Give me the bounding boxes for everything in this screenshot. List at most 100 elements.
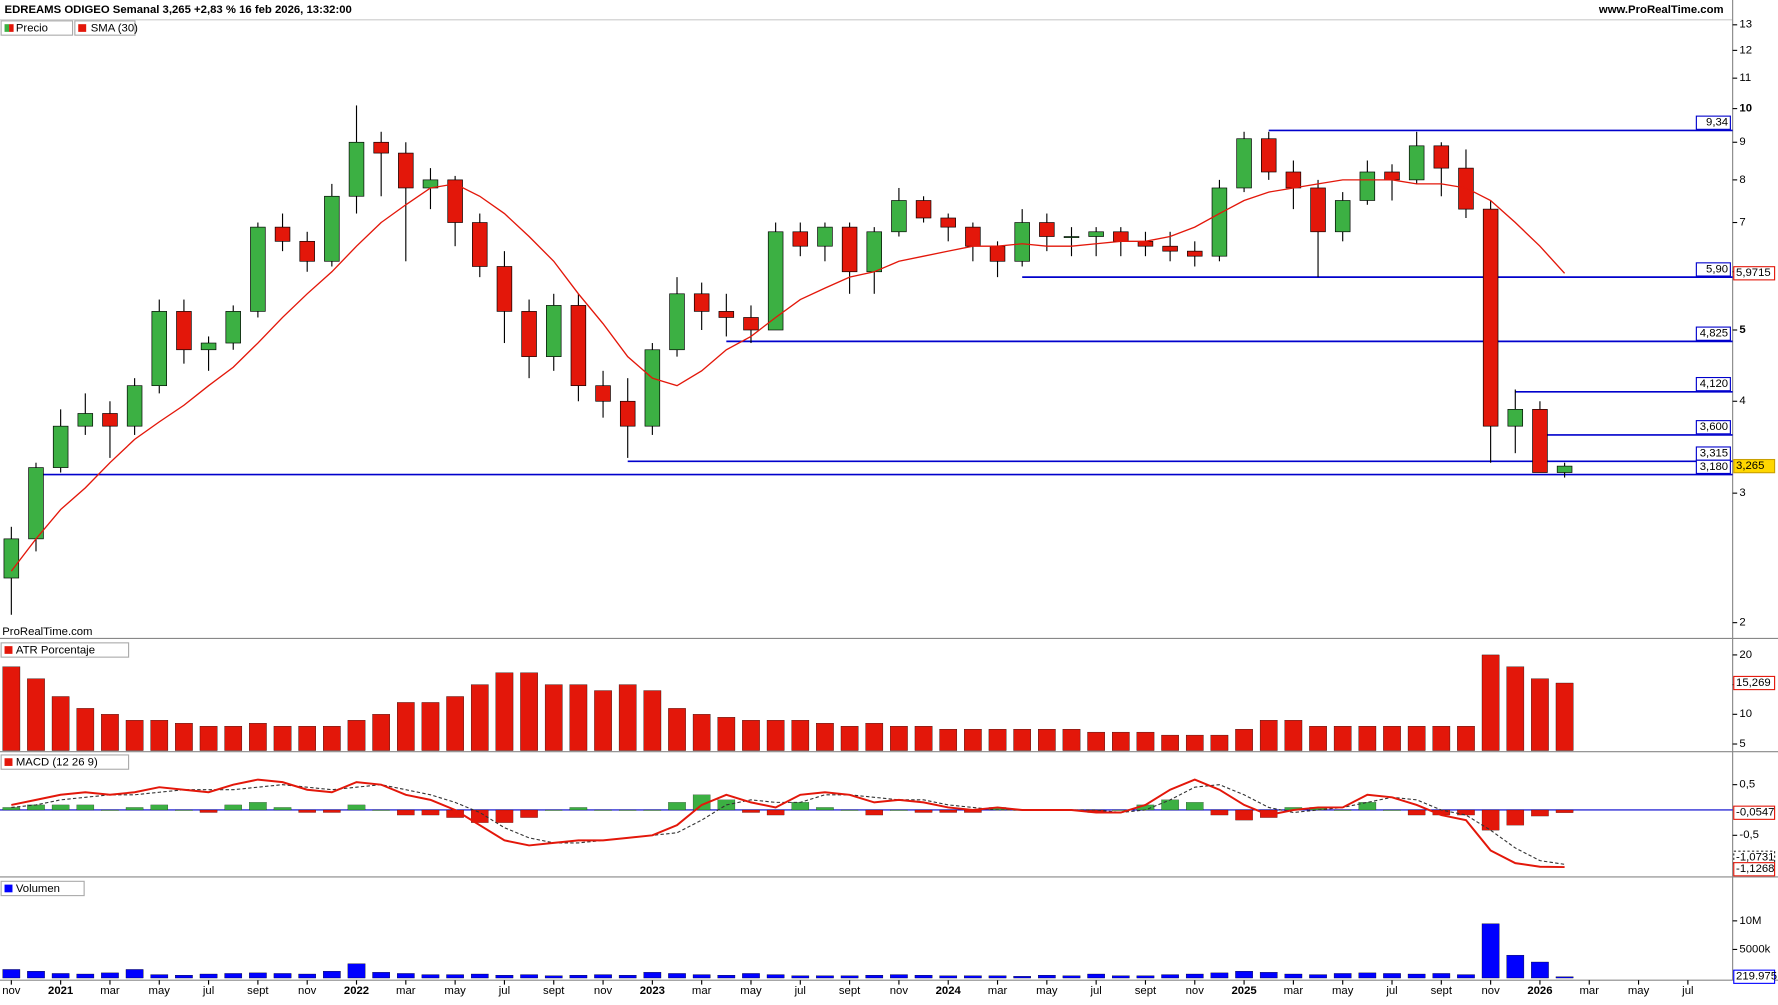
x-tick-label: jul [1385,985,1397,997]
legend-box [0,880,85,897]
bar [446,974,464,979]
level-label-box [1695,115,1731,130]
bar [1013,976,1031,979]
value-tag-label: -1,0731 [1736,852,1774,864]
bar [347,963,366,979]
bar [1136,731,1155,751]
level-label: 4,825 [1700,328,1728,340]
histogram-bar [76,804,95,811]
bar [791,720,810,751]
x-tick-label: 2024 [936,985,962,997]
bar [298,973,316,979]
legend-box [0,642,130,658]
bar [1481,923,1500,979]
histogram-bar [1333,809,1352,811]
bar [988,975,1007,979]
value-tag-label: 3,265 [1736,460,1764,472]
candle-body [1260,138,1277,173]
bar [1259,972,1278,979]
bar [495,974,514,979]
bar [668,973,686,979]
bar [1062,729,1081,751]
legend-box [0,20,74,36]
bar [742,973,760,979]
x-tick-label: sept [1135,985,1157,997]
bar [421,974,440,979]
level-label-box [1695,376,1731,392]
level-label: 9,34 [1706,117,1728,129]
x-tick-label: mar [1579,985,1599,997]
x-tick-label: mar [100,985,120,997]
candle-body [1137,240,1154,247]
bar [618,684,637,751]
x-tick-label: may [149,985,171,997]
histogram-bar [224,804,242,811]
macd-line [11,778,1565,869]
candle-body [1014,222,1030,262]
histogram-bar [199,809,218,813]
y-tick-label: 10 [1739,103,1752,115]
bar [1432,973,1451,979]
candle-body [225,311,241,344]
histogram-bar [2,807,21,811]
histogram-bar [397,809,415,816]
x-tick-label: may [444,985,466,997]
candle-body [1334,200,1351,233]
site-name: www.ProRealTime.com [1598,4,1724,16]
candle-body [250,226,266,312]
level-label: 5,90 [1706,263,1728,275]
candle-body [126,385,143,427]
legend-box [74,20,136,36]
bar [1185,973,1204,979]
bar [1481,654,1500,751]
sma-line [10,179,1566,572]
bar [816,975,834,979]
bar [668,708,686,751]
level-label: 3,315 [1700,448,1728,460]
bar [199,726,218,751]
y-tick-label: 9 [1739,136,1745,148]
bar [890,726,908,751]
candle-body [176,311,192,351]
bar [643,972,662,979]
bar [27,970,45,979]
bar [273,973,292,979]
histogram-bar [323,809,341,813]
candle-body [1384,171,1400,181]
bar [544,684,563,751]
legend-label: Precio [16,23,48,35]
y-tick-label: 0,5 [1739,779,1755,791]
x-tick-label: sept [1431,985,1453,997]
candle-body [669,293,685,351]
bar [791,975,810,979]
bar [1383,726,1401,751]
bar [1112,731,1130,751]
x-tick-label: jul [1089,985,1101,997]
value-tag [1733,458,1776,474]
bar [2,666,21,751]
legend-swatch [9,24,14,32]
candle-body [965,226,981,247]
value-tag-label: 219.975 [1736,971,1777,983]
bar [1531,961,1549,979]
legend: Precio SMA (30) [0,20,138,36]
candle-body [472,222,488,267]
candle-body [1408,145,1425,181]
candle-body [52,425,69,468]
legend-swatch [4,884,13,893]
candle-body [817,226,833,247]
bar [618,974,637,979]
legend-swatch [4,646,13,654]
histogram-bar [816,807,834,811]
candle-body [28,467,44,540]
bar [1112,975,1130,979]
bar [1136,975,1155,979]
level-label: 3,600 [1700,421,1728,433]
bar [150,720,169,751]
bar [1333,726,1352,751]
x-tick-label: may [1036,985,1058,997]
bar [840,726,859,751]
bar [249,723,267,751]
x-tick-label: 2025 [1231,985,1256,997]
